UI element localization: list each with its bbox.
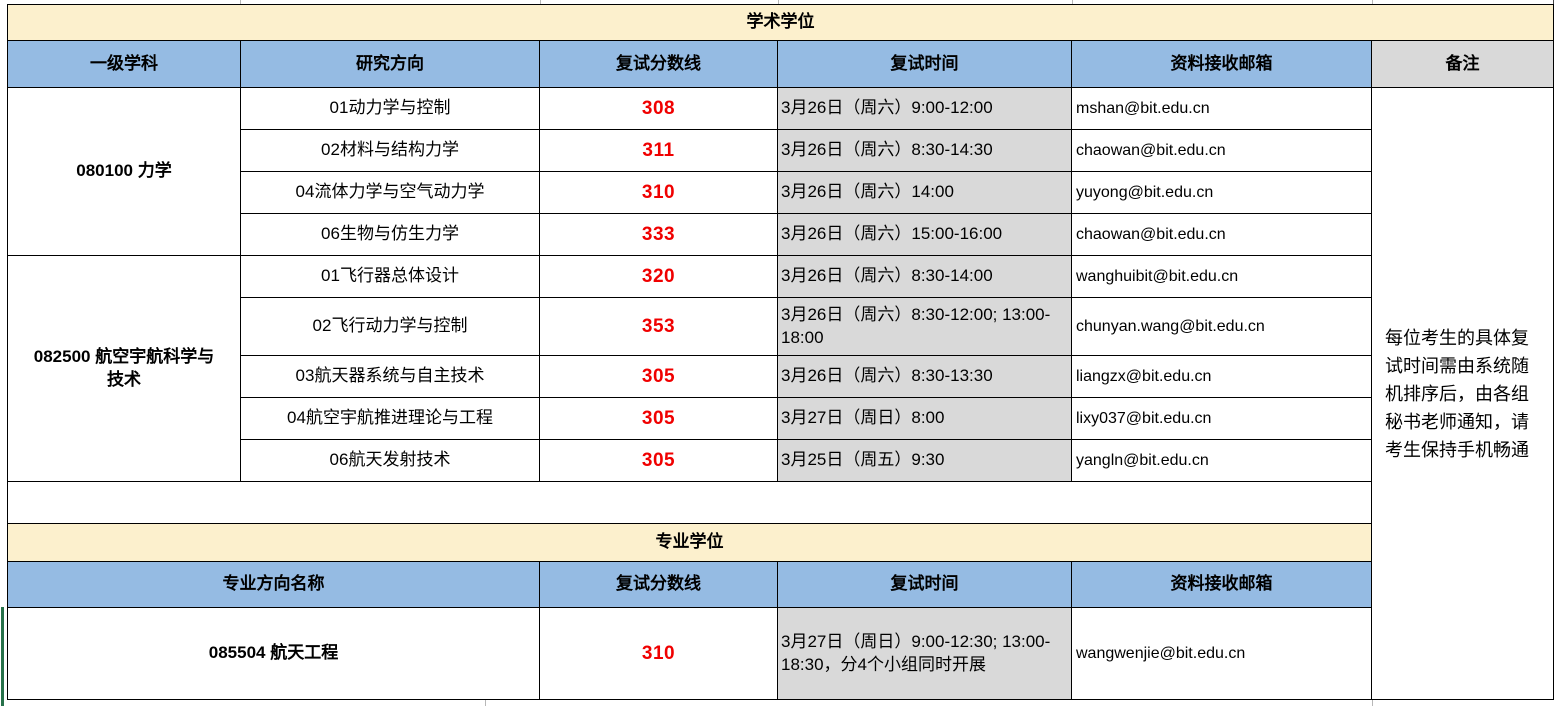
score-cell[interactable]: 305 bbox=[540, 356, 777, 397]
time-cell[interactable]: 3月26日（周六）8:30-13:30 bbox=[778, 356, 1071, 397]
email-cell[interactable]: mshan@bit.edu.cn bbox=[1072, 88, 1371, 129]
email-cell[interactable]: chunyan.wang@bit.edu.cn bbox=[1072, 298, 1371, 355]
score-cell[interactable]: 311 bbox=[540, 130, 777, 171]
direction-cell[interactable]: 02飞行动力学与控制 bbox=[241, 298, 539, 355]
score-cell[interactable]: 305 bbox=[540, 398, 777, 439]
time-cell[interactable]: 3月27日（周日）8:00 bbox=[778, 398, 1071, 439]
score-cell[interactable]: 305 bbox=[540, 440, 777, 481]
email-cell[interactable]: chaowan@bit.edu.cn bbox=[1072, 130, 1371, 171]
email-cell[interactable]: chaowan@bit.edu.cn bbox=[1072, 214, 1371, 255]
header-discipline[interactable]: 一级学科 bbox=[8, 41, 240, 87]
professional-section-band[interactable]: 专业学位 bbox=[8, 524, 1371, 561]
time-cell[interactable]: 3月26日（周六）8:30-14:30 bbox=[778, 130, 1071, 171]
gridline-tick bbox=[1372, 700, 1373, 706]
direction-cell[interactable]: 03航天器系统与自主技术 bbox=[241, 356, 539, 397]
header-time[interactable]: 复试时间 bbox=[778, 41, 1071, 87]
header-program-name[interactable]: 专业方向名称 bbox=[8, 562, 539, 607]
direction-cell[interactable]: 02材料与结构力学 bbox=[241, 130, 539, 171]
header-score-line[interactable]: 复试分数线 bbox=[540, 41, 777, 87]
gridline-tick bbox=[1553, 0, 1554, 4]
header-email[interactable]: 资料接收邮箱 bbox=[1072, 41, 1371, 87]
gridline-tick bbox=[1372, 0, 1373, 4]
direction-cell[interactable]: 04航空宇航推进理论与工程 bbox=[241, 398, 539, 439]
header-email-2[interactable]: 资料接收邮箱 bbox=[1072, 562, 1371, 607]
time-cell[interactable]: 3月25日（周五）9:30 bbox=[778, 440, 1071, 481]
email-cell[interactable]: yangln@bit.edu.cn bbox=[1072, 440, 1371, 481]
direction-cell[interactable]: 01飞行器总体设计 bbox=[241, 256, 539, 297]
discipline-group-cell[interactable]: 082500 航空宇航科学与技术 bbox=[8, 256, 240, 481]
time-cell[interactable]: 3月26日（周六）14:00 bbox=[778, 172, 1071, 213]
gridline-tick bbox=[1072, 0, 1073, 4]
email-cell[interactable]: wanghuibit@bit.edu.cn bbox=[1072, 256, 1371, 297]
gridline-tick bbox=[540, 0, 541, 4]
score-cell[interactable]: 310 bbox=[540, 608, 777, 699]
time-cell[interactable]: 3月26日（周六）15:00-16:00 bbox=[778, 214, 1071, 255]
email-cell[interactable]: yuyong@bit.edu.cn bbox=[1072, 172, 1371, 213]
score-cell[interactable]: 333 bbox=[540, 214, 777, 255]
score-cell[interactable]: 308 bbox=[540, 88, 777, 129]
header-direction[interactable]: 研究方向 bbox=[241, 41, 539, 87]
score-cell[interactable]: 310 bbox=[540, 172, 777, 213]
gridline-tick bbox=[240, 0, 241, 4]
direction-cell[interactable]: 04流体力学与空气动力学 bbox=[241, 172, 539, 213]
remark-cell[interactable]: 每位考生的具体复试时间需由系统随机排序后，由各组秘书老师通知，请考生保持手机畅通 bbox=[1372, 88, 1553, 699]
email-cell[interactable]: lixy037@bit.edu.cn bbox=[1072, 398, 1371, 439]
score-cell[interactable]: 353 bbox=[540, 298, 777, 355]
time-cell[interactable]: 3月27日（周日）9:00-12:30; 13:00-18:30，分4个小组同时… bbox=[778, 608, 1071, 699]
email-cell[interactable]: wangwenjie@bit.edu.cn bbox=[1072, 608, 1371, 699]
program-name-cell[interactable]: 085504 航天工程 bbox=[8, 608, 539, 699]
email-cell[interactable]: liangzx@bit.edu.cn bbox=[1072, 356, 1371, 397]
header-score-line-2[interactable]: 复试分数线 bbox=[540, 562, 777, 607]
header-time-2[interactable]: 复试时间 bbox=[778, 562, 1071, 607]
gridline-tick bbox=[778, 0, 779, 4]
admission-table: 学术学位 一级学科 研究方向 复试分数线 复试时间 资料接收邮箱 备注 0801… bbox=[7, 4, 1554, 700]
gridline-tick bbox=[485, 700, 486, 706]
direction-cell[interactable]: 01动力学与控制 bbox=[241, 88, 539, 129]
time-cell[interactable]: 3月26日（周六）8:30-12:00; 13:00-18:00 bbox=[778, 298, 1071, 355]
direction-cell[interactable]: 06航天发射技术 bbox=[241, 440, 539, 481]
time-cell[interactable]: 3月26日（周六）9:00-12:00 bbox=[778, 88, 1071, 129]
empty-row[interactable] bbox=[8, 482, 1371, 523]
discipline-group-cell[interactable]: 080100 力学 bbox=[8, 88, 240, 255]
score-cell[interactable]: 320 bbox=[540, 256, 777, 297]
academic-section-band[interactable]: 学术学位 bbox=[8, 5, 1553, 40]
time-cell[interactable]: 3月26日（周六）8:30-14:00 bbox=[778, 256, 1071, 297]
selection-border bbox=[1, 607, 4, 706]
direction-cell[interactable]: 06生物与仿生力学 bbox=[241, 214, 539, 255]
header-remark[interactable]: 备注 bbox=[1372, 41, 1553, 87]
